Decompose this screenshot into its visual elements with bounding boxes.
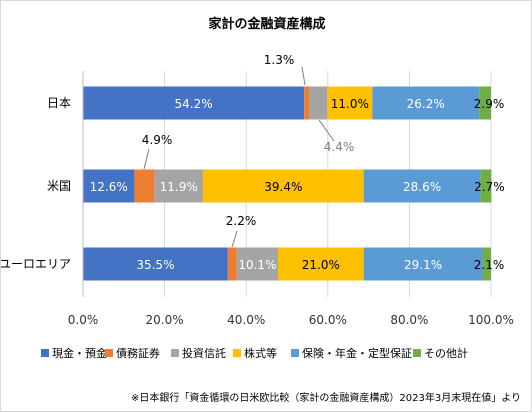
data-label: 2.1% [474,258,505,272]
bar-segment [134,169,155,203]
bar-segment [304,86,310,120]
data-label: 11.0% [331,97,369,111]
data-label: 54.2% [175,97,213,111]
data-label: 1.3% [264,53,295,67]
bar-segment [327,86,373,120]
data-label: 10.1% [238,258,276,272]
bar-segment [482,247,491,281]
data-label: 2.7% [474,180,505,194]
legend-swatch [171,349,179,357]
leader-line [143,148,150,170]
category-label: 日本 [47,96,71,110]
x-tick-label: 60.0% [309,313,347,327]
x-tick-label: 0.0% [68,313,99,327]
legend-label: 株式等 [244,346,277,360]
legend-swatch [41,349,49,357]
data-labels: 54.2% 1.3% 4.4% 11.0% 26.2% 2.9% 12.6% 4.9% 11.9… [90,53,505,272]
data-label: 2.9% [474,97,505,111]
data-label: 35.5% [136,258,174,272]
data-label: 4.4% [324,140,355,154]
bar-segment [278,247,364,281]
bar-segment [202,169,364,203]
bar-segment [363,169,481,203]
bar-segment [83,86,305,120]
source-note: ※日本銀行「資金循環の日米欧比較（家計の金融資産構成）2023年3月末現在値」よ… [131,393,521,404]
bar-segment [372,86,480,120]
legend-label: 債務証券 [116,346,160,360]
bar-segment [227,247,237,281]
data-label: 4.9% [142,133,173,147]
bar-segment [83,169,135,203]
leader-line [318,119,335,142]
bar-segment [236,247,279,281]
bar-segment [480,169,492,203]
data-label: 26.2% [407,97,445,111]
legend-swatch [291,349,299,357]
data-label: 12.6% [90,180,128,194]
legend-swatch [413,349,421,357]
data-label: 2.2% [226,214,257,228]
bar-segment [309,86,328,120]
legend-label: その他計 [424,346,468,360]
data-label: 29.1% [404,258,442,272]
bar-segment [363,247,483,281]
data-label: 39.4% [264,180,302,194]
data-label: 21.0% [302,258,340,272]
bars [83,86,492,281]
legend: 現金・預金 債務証券 投資信託 株式等 保険・年金・定型保証 その他計 [41,346,468,360]
chart-title: 家計の金融資産構成 [208,16,325,32]
x-tick-label: 80.0% [390,313,428,327]
x-tick-label: 40.0% [227,313,265,327]
legend-swatch [105,349,113,357]
x-tick-label: 20.0% [146,313,184,327]
leader-line [301,66,306,86]
legend-label: 保険・年金・定型保証 [302,346,412,360]
data-label: 11.9% [160,180,198,194]
bar-segment [154,169,203,203]
category-label: 米国 [47,179,71,193]
legend-swatch [233,349,241,357]
x-tick-label: 100.0% [468,313,514,327]
bar-segment [83,247,228,281]
legend-label: 投資信託 [182,346,226,360]
category-label: ユーロエリア [1,257,71,271]
data-label: 28.6% [403,180,441,194]
bar-segment [479,86,491,120]
legend-label: 現金・預金 [52,346,107,360]
leader-line [231,230,238,248]
